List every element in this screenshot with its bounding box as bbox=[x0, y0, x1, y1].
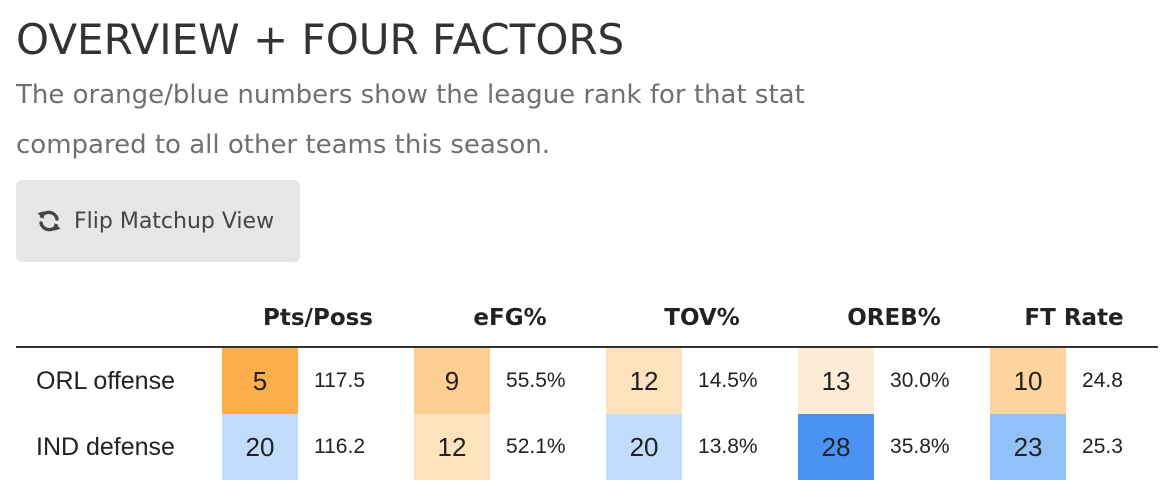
rank-cell: 13 bbox=[798, 347, 875, 414]
column-header: OREB% bbox=[798, 290, 991, 348]
team-column-header bbox=[16, 290, 222, 348]
table-row: ORL offense 5 117.5 9 55.5% 12 14.5% 13 … bbox=[16, 347, 1158, 414]
rank-cell: 23 bbox=[990, 414, 1067, 480]
flip-matchup-label: Flip Matchup View bbox=[74, 208, 275, 234]
team-label: IND defense bbox=[36, 432, 175, 461]
column-header: TOV% bbox=[606, 290, 799, 348]
table-row: IND defense 20 116.2 12 52.1% 20 13.8% 2… bbox=[16, 414, 1158, 480]
stat-value: 117.5 bbox=[314, 369, 365, 392]
page-title: OVERVIEW + FOUR FACTORS bbox=[16, 15, 625, 64]
stat-value: 25.3 bbox=[1082, 435, 1123, 458]
stat-value: 14.5% bbox=[698, 369, 758, 392]
stat-value: 52.1% bbox=[506, 435, 566, 458]
stat-value: 116.2 bbox=[314, 435, 365, 458]
four-factors-table-wrapper: Pts/Poss eFG% TOV% OREB% FT Rate ORL off… bbox=[16, 290, 1159, 480]
team-label: ORL offense bbox=[36, 366, 175, 395]
column-header: FT Rate bbox=[990, 290, 1159, 348]
rank-cell: 10 bbox=[990, 347, 1067, 414]
table-header-row: Pts/Poss eFG% TOV% OREB% FT Rate bbox=[16, 290, 1159, 348]
rank-cell: 12 bbox=[606, 347, 683, 414]
stat-value: 35.8% bbox=[890, 435, 950, 458]
column-header: eFG% bbox=[414, 290, 607, 348]
stat-value: 30.0% bbox=[890, 369, 950, 392]
rank-cell: 28 bbox=[798, 414, 875, 480]
stat-value: 55.5% bbox=[506, 369, 566, 392]
rank-cell: 20 bbox=[222, 414, 298, 480]
rank-cell: 20 bbox=[606, 414, 683, 480]
column-header: Pts/Poss bbox=[222, 290, 415, 348]
page-subtitle: The orange/blue numbers show the league … bbox=[16, 80, 805, 160]
rank-cell: 9 bbox=[414, 347, 491, 414]
flip-matchup-button[interactable]: Flip Matchup View bbox=[16, 180, 300, 262]
four-factors-table: Pts/Poss eFG% TOV% OREB% FT Rate ORL off… bbox=[16, 290, 1159, 480]
rank-cell: 5 bbox=[222, 347, 298, 414]
stat-value: 24.8 bbox=[1082, 369, 1123, 392]
stat-value: 13.8% bbox=[698, 435, 758, 458]
rank-cell: 12 bbox=[414, 414, 491, 480]
refresh-icon bbox=[36, 208, 62, 234]
